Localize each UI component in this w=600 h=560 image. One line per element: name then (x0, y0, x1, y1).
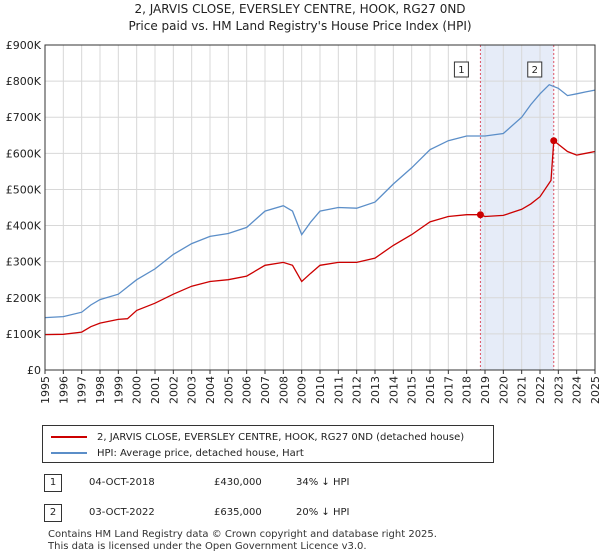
x-tick-label: 2024 (571, 376, 584, 404)
transaction-hpi: 34% ↓ HPI (296, 477, 350, 488)
x-tick-label: 2020 (497, 376, 510, 404)
transaction-row: 2 03-OCT-2022 £635,000 20% ↓ HPI (42, 504, 562, 524)
transaction-number: 1 (44, 474, 62, 492)
sale-point (550, 137, 558, 145)
y-tick-label: £100K (6, 328, 42, 341)
legend-label-property: 2, JARVIS CLOSE, EVERSLEY CENTRE, HOOK, … (97, 431, 465, 443)
x-tick-label: 2000 (131, 376, 144, 404)
x-tick-label: 2004 (204, 376, 217, 404)
shaded-period (480, 45, 554, 370)
y-tick-label: £900K (6, 39, 42, 52)
x-tick-label: 2005 (222, 376, 235, 404)
transaction-number: 2 (44, 504, 62, 522)
sale-label-box (527, 61, 543, 78)
legend-swatch-hpi (51, 452, 87, 454)
x-tick-label: 2012 (351, 376, 364, 404)
x-tick-label: 2007 (259, 376, 272, 404)
x-tick-label: 1996 (57, 376, 70, 404)
y-tick-label: £700K (6, 111, 42, 124)
sale-label-box (453, 61, 469, 78)
legend: 2, JARVIS CLOSE, EVERSLEY CENTRE, HOOK, … (42, 425, 494, 463)
sale-label: 2 (532, 65, 538, 76)
y-tick-label: £0 (27, 364, 41, 377)
legend-label-hpi: HPI: Average price, detached house, Hart (97, 447, 304, 459)
x-tick-label: 1997 (76, 376, 89, 404)
x-tick-label: 1995 (39, 376, 52, 404)
x-tick-label: 1999 (112, 376, 125, 404)
sale-label: 1 (458, 65, 464, 76)
plot-border (44, 44, 596, 371)
price-chart: £0 £100K £200K £300K £400K £500K £600K £700K £80… (6, 39, 600, 404)
x-tick-label: 2021 (516, 376, 529, 404)
legend-swatch-property (51, 436, 87, 438)
y-tick-label: £500K (6, 183, 42, 196)
x-tick-label: 2001 (149, 376, 162, 404)
x-tick-label: 2009 (296, 376, 309, 404)
chart-title: 2, JARVIS CLOSE, EVERSLEY CENTRE, HOOK, … (134, 2, 466, 16)
x-tick-label: 2006 (241, 376, 254, 404)
x-tick-label: 2017 (442, 376, 455, 404)
x-tick-label: 2010 (314, 376, 327, 404)
transaction-date: 04-OCT-2018 (89, 477, 155, 488)
legend-item-hpi: HPI: Average price, detached house, Hart (51, 446, 304, 460)
x-tick-label: 2025 (589, 376, 600, 404)
x-tick-label: 2018 (461, 376, 474, 404)
sale-point (476, 211, 484, 219)
transaction-price: £430,000 (214, 477, 262, 488)
x-tick-label: 2011 (332, 376, 345, 404)
x-tick-label: 2008 (277, 376, 290, 404)
x-tick-label: 1998 (94, 376, 107, 404)
transaction-hpi: 20% ↓ HPI (296, 507, 350, 518)
series-line-property (44, 139, 596, 336)
y-tick-label: £600K (6, 147, 42, 160)
footer-licence: This data is licensed under the Open Gov… (48, 541, 367, 552)
footer: Contains HM Land Registry data © Crown c… (48, 529, 437, 553)
x-tick-label: 2015 (406, 376, 419, 404)
chart-subtitle: Price paid vs. HM Land Registry's House … (128, 19, 472, 33)
legend-item-property: 2, JARVIS CLOSE, EVERSLEY CENTRE, HOOK, … (51, 430, 464, 444)
x-tick-label: 2022 (534, 376, 547, 404)
x-tick-label: 2003 (186, 376, 199, 404)
x-tick-label: 2016 (424, 376, 437, 404)
x-tick-label: 2019 (479, 376, 492, 404)
transaction-price: £635,000 (214, 507, 262, 518)
x-tick-label: 2013 (369, 376, 382, 404)
transaction-row: 1 04-OCT-2018 £430,000 34% ↓ HPI (42, 474, 562, 494)
y-tick-label: £800K (6, 75, 42, 88)
x-tick-label: 2002 (167, 376, 180, 404)
y-tick-label: £300K (6, 256, 42, 269)
x-tick-label: 2014 (387, 376, 400, 404)
x-tick-label: 2023 (552, 376, 565, 404)
series-line-hpi (44, 83, 596, 319)
footer-copyright: Contains HM Land Registry data © Crown c… (48, 529, 437, 540)
y-tick-label: £200K (6, 292, 42, 305)
transaction-date: 03-OCT-2022 (89, 507, 155, 518)
y-tick-label: £400K (6, 220, 42, 233)
